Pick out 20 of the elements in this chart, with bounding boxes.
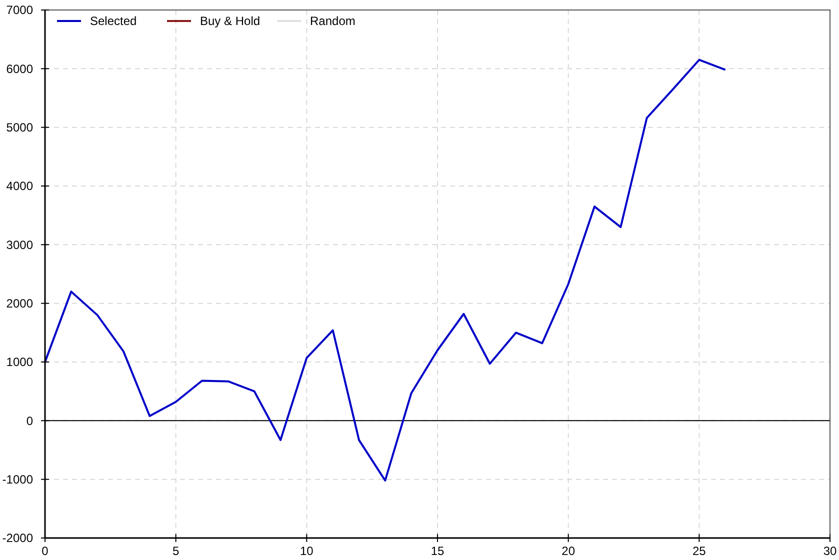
legend-label: Random [310,14,356,28]
y-tick-label: -1000 [2,472,34,487]
y-tick-label: 2000 [6,296,34,311]
x-tick-label: 5 [172,544,180,558]
x-tick-label: 15 [430,544,444,558]
y-tick-label: -2000 [2,531,34,546]
legend-label: Selected [90,14,137,28]
y-tick-label: 5000 [6,120,34,135]
y-tick-label: 6000 [6,62,34,76]
x-tick-label: 0 [42,544,49,558]
x-tick-label: 20 [562,544,576,558]
x-tick-label: 25 [692,544,706,558]
y-tick-label: 4000 [6,179,34,194]
y-tick-label: 0 [26,414,34,428]
x-tick-label: 10 [300,544,314,558]
y-tick-label: 1000 [6,355,34,370]
legend-label: Buy & Hold [200,14,260,28]
y-tick-label: 3000 [6,238,34,252]
y-tick-label: 7000 [6,3,34,18]
x-tick-label: 30 [823,544,837,558]
